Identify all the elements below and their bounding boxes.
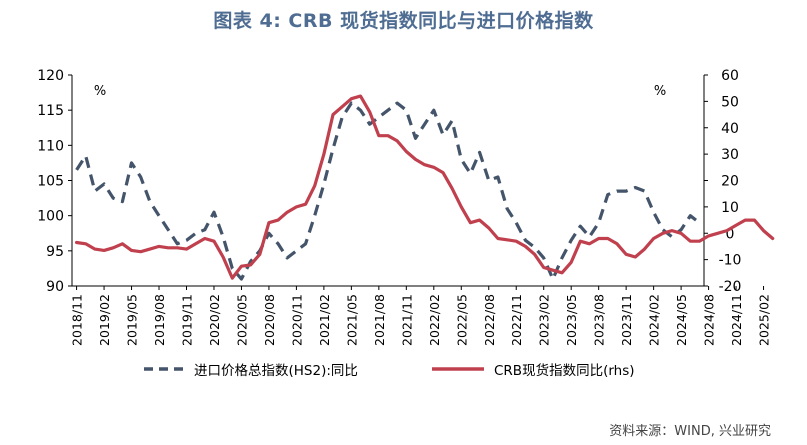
y-left-tick-label: 90 xyxy=(46,279,64,295)
x-tick-label: 2021/08 xyxy=(372,294,387,346)
x-tick-label: 2020/05 xyxy=(234,294,249,346)
legend-item-crb: CRB现货指数同比(rhs) xyxy=(430,359,635,379)
series-line-import-price xyxy=(75,101,701,281)
series-line-crb xyxy=(74,94,775,280)
y-left-tick-label: 110 xyxy=(37,138,64,154)
x-tick-label: 2019/11 xyxy=(179,294,194,346)
x-tick-label: 2023/02 xyxy=(537,294,552,346)
x-tick-label: 2019/02 xyxy=(97,294,112,346)
legend-label-import-price: 进口价格总指数(HS2):同比 xyxy=(194,363,358,379)
x-tick-label: 2020/11 xyxy=(289,294,304,346)
y-right-tick-label: 0 xyxy=(726,226,735,242)
legend: 进口价格总指数(HS2):同比 CRB现货指数同比(rhs) xyxy=(0,359,807,383)
x-tick-label: 2022/05 xyxy=(454,294,469,346)
y-left-tick-label: 120 xyxy=(37,68,64,84)
x-tick-label: 2023/11 xyxy=(619,294,634,346)
y-right-tick-label: 40 xyxy=(721,121,739,137)
x-tick-label: 2020/02 xyxy=(207,294,222,346)
series-lines xyxy=(74,94,775,281)
y-right-tick-label: 30 xyxy=(721,147,739,163)
y-left-unit: % xyxy=(94,84,106,99)
axes: 90 95 100 105 110 115 120 -20 -10 0 10 20 30 40 50 60%%… xyxy=(37,68,771,346)
y-left-tick-label: 115 xyxy=(37,103,64,119)
y-left-tick-label: 95 xyxy=(46,244,64,260)
y-right-tick-label: -20 xyxy=(719,279,742,295)
x-tick-label: 2023/08 xyxy=(592,294,607,346)
legend-swatch-solid xyxy=(432,367,484,371)
x-tick-label: 2021/02 xyxy=(317,294,332,346)
chart-title: 图表 4: CRB 现货指数同比与进口价格指数 xyxy=(213,10,594,32)
legend-label-crb: CRB现货指数同比(rhs) xyxy=(494,363,635,379)
x-tick-label: 2021/11 xyxy=(399,294,414,346)
legend-swatch-dashed xyxy=(144,367,184,371)
x-tick-label: 2024/08 xyxy=(702,294,717,346)
y-right-tick-label: 60 xyxy=(721,68,739,84)
y-right-tick-label: 20 xyxy=(721,174,739,190)
x-tick-label: 2022/08 xyxy=(482,294,497,346)
y-left-tick-label: 100 xyxy=(37,209,64,225)
y-left-tick-label: 105 xyxy=(37,174,64,190)
x-tick-label: 2023/05 xyxy=(564,294,579,346)
y-right-tick-label: -10 xyxy=(719,253,742,269)
x-tick-label: 2025/02 xyxy=(757,294,772,346)
x-tick-label: 2022/02 xyxy=(427,294,442,346)
y-right-unit: % xyxy=(654,84,666,99)
legend-item-import-price: 进口价格总指数(HS2):同比 xyxy=(142,359,358,379)
y-right-tick-label: 10 xyxy=(721,200,739,216)
x-tick-label: 2024/05 xyxy=(674,294,689,346)
x-tick-label: 2024/02 xyxy=(647,294,662,346)
x-tick-label: 2018/11 xyxy=(70,294,85,346)
x-tick-label: 2021/05 xyxy=(344,294,359,346)
x-tick-label: 2024/11 xyxy=(729,294,744,346)
x-tick-label: 2019/05 xyxy=(125,294,140,346)
x-tick-label: 2020/08 xyxy=(262,294,277,346)
x-tick-label: 2019/08 xyxy=(152,294,167,346)
y-right-tick-label: 50 xyxy=(721,94,739,110)
source-note: 资料来源：WIND, 兴业研究 xyxy=(609,424,771,439)
x-tick-label: 2022/11 xyxy=(509,294,524,346)
